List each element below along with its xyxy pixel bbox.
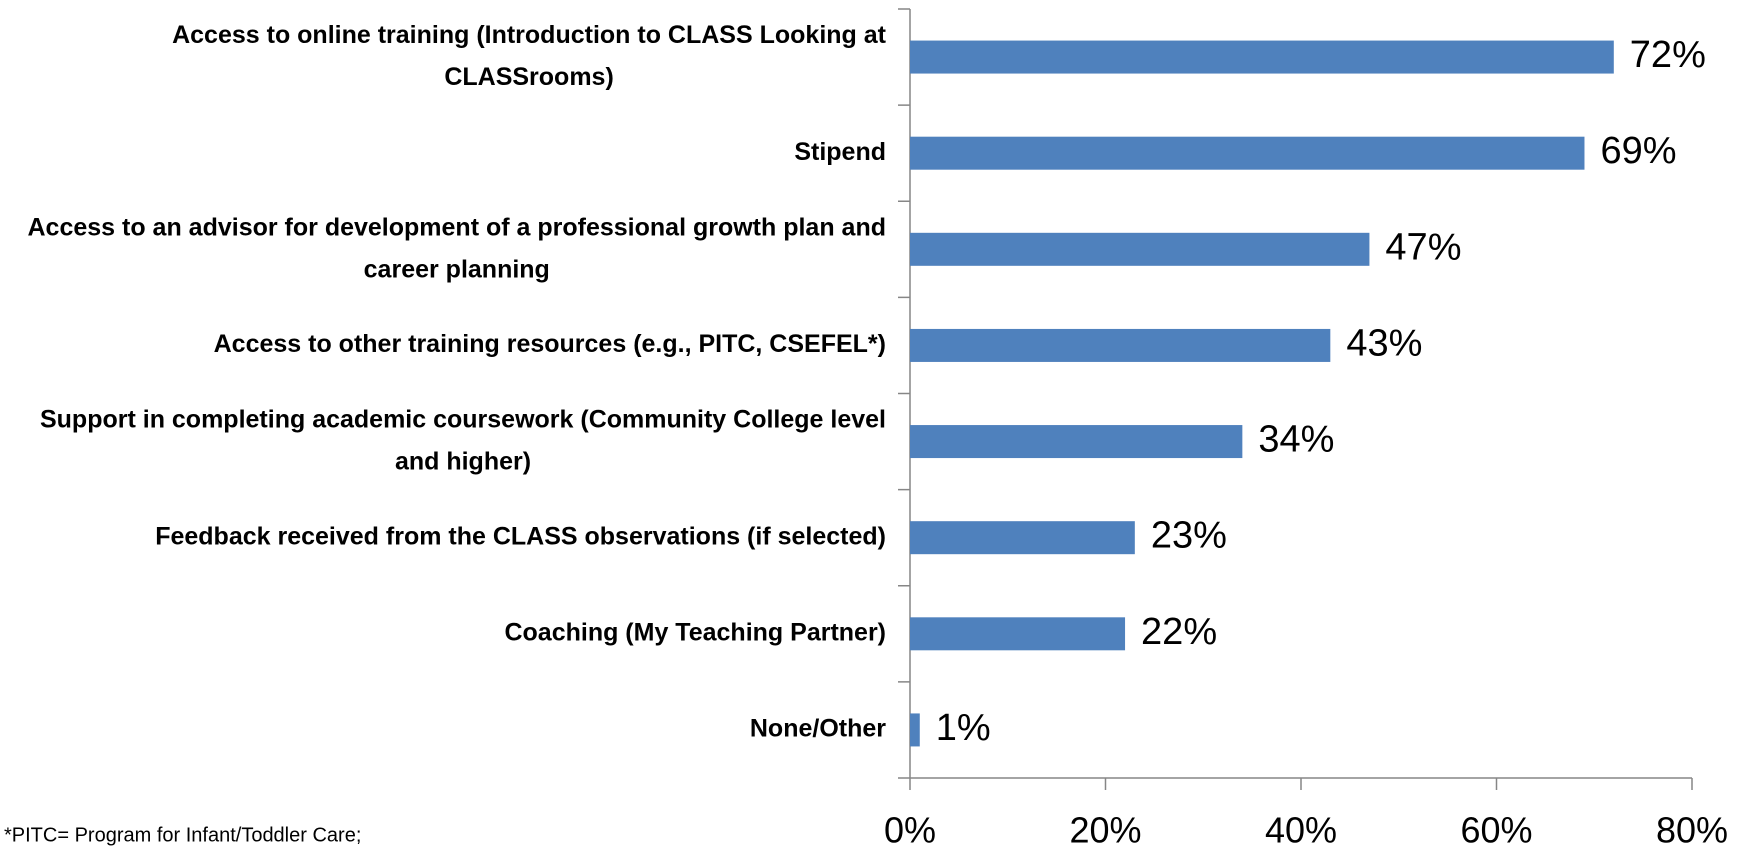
y-tick-label: Access to an advisor for development of … bbox=[28, 213, 887, 283]
y-tick-label: Feedback received from the CLASS observa… bbox=[155, 522, 886, 550]
footnote: *PITC= Program for Infant/Toddler Care; bbox=[4, 824, 361, 846]
value-label: 22% bbox=[1141, 611, 1217, 653]
value-label: 43% bbox=[1346, 322, 1422, 364]
bar bbox=[910, 713, 920, 747]
bar bbox=[910, 232, 1370, 266]
x-tick-label: 0% bbox=[884, 810, 936, 846]
value-label: 34% bbox=[1258, 419, 1334, 461]
value-label: 72% bbox=[1630, 34, 1706, 76]
x-tick-label: 40% bbox=[1265, 810, 1337, 846]
x-tick-label: 60% bbox=[1460, 810, 1532, 846]
y-tick-label: Coaching (My Teaching Partner) bbox=[504, 618, 886, 646]
value-label: 69% bbox=[1600, 130, 1676, 172]
value-label: 47% bbox=[1385, 226, 1461, 268]
value-label: 1% bbox=[936, 707, 991, 749]
value-label: 23% bbox=[1151, 515, 1227, 557]
bar bbox=[910, 40, 1614, 74]
x-tick-label: 80% bbox=[1656, 810, 1728, 846]
y-tick-label: None/Other bbox=[750, 715, 886, 743]
bar bbox=[910, 425, 1243, 459]
bar bbox=[910, 328, 1331, 362]
x-tick-label: 20% bbox=[1069, 810, 1141, 846]
bar bbox=[910, 136, 1585, 170]
y-tick-label: Access to online training (Introduction … bbox=[172, 21, 887, 91]
y-tick-label: Access to other training resources (e.g.… bbox=[214, 330, 886, 358]
y-tick-label: Support in completing academic coursewor… bbox=[40, 405, 886, 475]
bar bbox=[910, 521, 1135, 555]
bar bbox=[910, 617, 1126, 651]
y-tick-label: Stipend bbox=[794, 138, 886, 166]
